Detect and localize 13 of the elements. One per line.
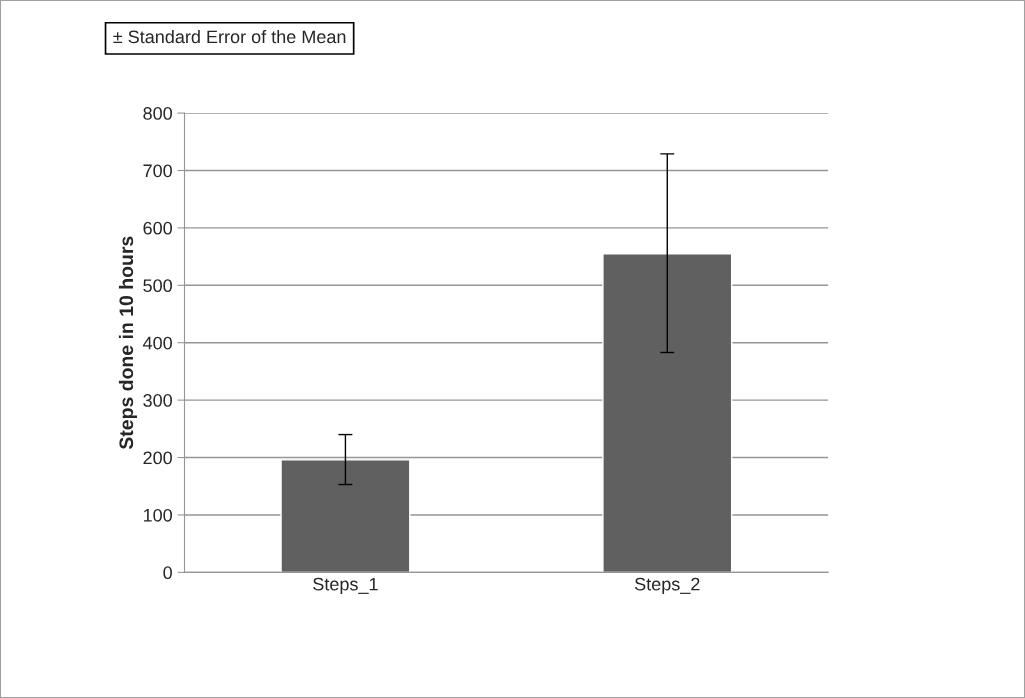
y-tick-label: 300 (143, 394, 172, 407)
text: ± Standard Error of the Mean (113, 29, 346, 44)
y-tick-label: 600 (143, 221, 172, 235)
y-tick-label: 200 (143, 451, 172, 465)
y-tick-label: 0 (163, 566, 172, 580)
y-tick-label: 400 (142, 336, 172, 350)
y-tick-label: 100 (143, 508, 172, 522)
x-tick-label: Steps_2 (634, 577, 700, 595)
x-tick-label: Steps_1 (313, 577, 378, 595)
y-tick-label: 500 (143, 279, 172, 293)
y-tick-label: 700 (143, 164, 172, 178)
y-axis-title: Steps done in 10 hours (118, 236, 138, 450)
y-tick-label: 800 (143, 107, 172, 120)
